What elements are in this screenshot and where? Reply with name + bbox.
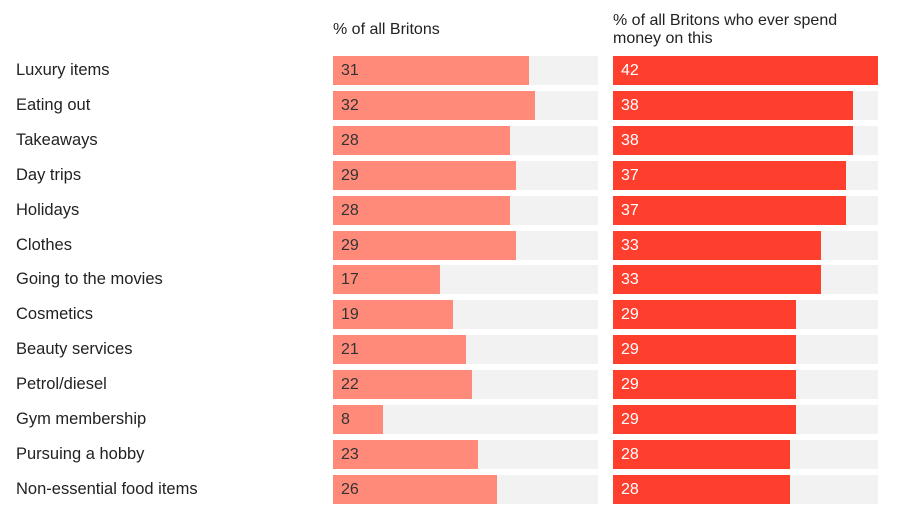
bar-track: 33: [613, 265, 878, 295]
data-label: 23: [341, 445, 359, 463]
bar-track: 29: [613, 335, 878, 365]
data-label: 32: [341, 96, 359, 114]
data-label: 17: [341, 271, 359, 289]
bar: 29: [333, 230, 516, 260]
bar: 33: [613, 230, 822, 260]
category-label: Clothes: [16, 235, 72, 254]
data-label: 29: [621, 376, 639, 394]
bar-track: 37: [613, 195, 878, 225]
category-label: Beauty services: [16, 340, 133, 359]
bar: 29: [333, 160, 516, 190]
data-label: 29: [341, 236, 359, 254]
data-label: 37: [621, 201, 639, 219]
data-label: 28: [341, 131, 359, 149]
data-label: 29: [621, 306, 639, 324]
bar-track: 42: [613, 56, 878, 85]
bar-track: 28: [613, 474, 878, 504]
data-label: 33: [621, 271, 639, 289]
bar-track: 31: [333, 56, 598, 85]
data-label: 19: [341, 306, 359, 324]
bar-track: 37: [613, 160, 878, 190]
data-label: 33: [621, 236, 639, 254]
bar-track: 29: [613, 370, 878, 400]
series-header-all-britons: % of all Britons: [333, 21, 440, 38]
data-label: 29: [621, 411, 639, 428]
category-label: Holidays: [16, 200, 80, 219]
bar: 42: [613, 56, 878, 85]
bar-track: 26: [333, 474, 598, 504]
bar: 28: [613, 474, 790, 504]
bar: 37: [613, 195, 847, 225]
category-label: Going to the movies: [16, 270, 163, 289]
bar-track: 33: [613, 230, 878, 260]
bar: 29: [613, 370, 796, 400]
bar-track: 29: [333, 230, 598, 260]
series-header-spenders: % of all Britons who ever spend money on…: [613, 12, 838, 47]
bar-track: 38: [613, 125, 878, 155]
bar-track: 22: [333, 370, 598, 400]
category-label: Cosmetics: [16, 305, 94, 324]
data-label: 26: [341, 480, 359, 498]
bar-track: 32: [333, 90, 598, 120]
bar-track: 28: [333, 195, 598, 225]
bar-track: 28: [333, 125, 598, 155]
bar: 31: [333, 56, 529, 85]
data-label: 28: [341, 201, 359, 219]
data-label: 38: [621, 96, 639, 114]
data-label: 8: [341, 411, 350, 428]
bar: 22: [333, 370, 472, 400]
data-label: 28: [621, 480, 639, 498]
bar-track: 29: [333, 160, 598, 190]
data-label: 21: [341, 341, 359, 359]
bar-track: 17: [333, 265, 598, 295]
data-label: 29: [621, 341, 639, 359]
bar-track: 28: [613, 439, 878, 469]
category-label: Gym membership: [16, 410, 147, 428]
bar-track: 29: [613, 300, 878, 330]
bar-track: 19: [333, 300, 598, 330]
category-label: Petrol/diesel: [16, 375, 107, 394]
bar: 29: [613, 405, 796, 434]
data-label: 38: [621, 131, 639, 149]
bar: 38: [613, 125, 853, 155]
bar: 23: [333, 439, 479, 469]
bar: 33: [613, 265, 822, 295]
data-label: 28: [621, 445, 639, 463]
category-label: Day trips: [16, 165, 82, 184]
bar: 37: [613, 160, 847, 190]
bar-track: 29: [613, 405, 878, 434]
bar: 28: [613, 439, 790, 469]
bar: 32: [333, 90, 535, 120]
bar: 28: [333, 125, 510, 155]
category-label: Luxury items: [16, 61, 110, 79]
bar: 38: [613, 90, 853, 120]
bar: 29: [613, 335, 796, 365]
bar: 28: [333, 195, 510, 225]
bar: 8: [333, 405, 384, 434]
data-label: 42: [621, 62, 639, 79]
bar: 29: [613, 300, 796, 330]
bar-track: 21: [333, 335, 598, 365]
category-label: Pursuing a hobby: [16, 444, 145, 463]
category-label: Eating out: [16, 95, 91, 114]
category-label: Non-essential food items: [16, 479, 198, 498]
bar: 19: [333, 300, 453, 330]
bar: 26: [333, 474, 498, 504]
data-label: 31: [341, 62, 359, 79]
bar-track: 38: [613, 90, 878, 120]
category-label: Takeaways: [16, 130, 98, 149]
data-label: 37: [621, 166, 639, 184]
bar: 21: [333, 335, 466, 365]
bar-track: 8: [333, 405, 598, 434]
data-label: 22: [341, 376, 359, 394]
data-label: 29: [341, 166, 359, 184]
bar: 17: [333, 265, 441, 295]
bar-track: 23: [333, 439, 598, 469]
